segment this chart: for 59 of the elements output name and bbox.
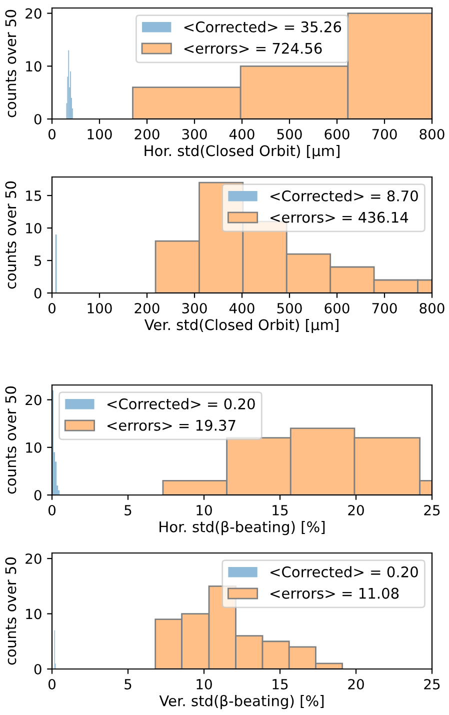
- y-tick-label: 0: [34, 288, 42, 298]
- x-tick-label: 500: [277, 302, 302, 314]
- x-axis-title: Hor. std(β-beating) [%]: [160, 520, 325, 536]
- x-axis-title: Ver. std(β-beating) [%]: [159, 694, 324, 710]
- x-tick-label: 700: [372, 302, 397, 314]
- x-tick-label: 300: [182, 128, 207, 140]
- y-tick-label: 20: [26, 8, 42, 19]
- x-axis-title: Ver. std(Closed Orbit) [μm]: [144, 318, 338, 334]
- x-tick-label: 300: [182, 302, 207, 314]
- x-tick-label: 0: [48, 128, 56, 140]
- legend-label: <errors> = 724.56: [184, 42, 322, 54]
- x-tick-label: 400: [229, 128, 254, 140]
- x-tick-label: 0: [48, 504, 56, 516]
- y-tick-label: 0: [34, 114, 42, 124]
- y-axis-title: counts over 50: [5, 10, 16, 118]
- x-tick-label: 5: [124, 505, 132, 516]
- x-tick-label: 100: [88, 128, 112, 140]
- legend-label: <Corrected> = 8.70: [270, 190, 418, 202]
- x-tick-label: 10: [196, 678, 212, 690]
- x-tick-label: 10: [196, 504, 212, 516]
- x-tick-label: 200: [134, 128, 160, 140]
- x-tick-label: 0: [48, 678, 56, 690]
- x-tick-label: 100: [88, 302, 112, 314]
- x-tick-label: 500: [277, 128, 302, 140]
- legend-label: <errors> = 11.08: [270, 588, 399, 599]
- x-tick-label: 800: [420, 302, 444, 314]
- x-tick-label: 0: [48, 302, 56, 314]
- x-tick-label: 25: [424, 678, 440, 690]
- y-tick-label: 10: [26, 222, 42, 234]
- legend-label: <Corrected> = 0.20: [108, 398, 255, 410]
- x-tick-label: 5: [124, 679, 132, 690]
- x-tick-label: 15: [272, 679, 288, 690]
- legend-label: <errors> = 436.14: [270, 212, 408, 223]
- y-tick-label: 0: [34, 490, 42, 500]
- x-axis-title: Hor. std(Closed Orbit) [μm]: [144, 144, 340, 160]
- y-axis-title: counts over 50: [5, 386, 16, 494]
- x-tick-label: 20: [348, 504, 364, 516]
- x-tick-label: 600: [324, 302, 350, 314]
- y-axis-title: counts over 50: [5, 557, 16, 665]
- x-tick-label: 400: [229, 302, 254, 314]
- y-tick-label: 0: [34, 664, 42, 674]
- legend-label: <Corrected> = 35.26: [184, 21, 342, 32]
- y-tick-label: 15: [26, 190, 42, 201]
- y-axis-title: counts over 50: [5, 181, 16, 289]
- y-tick-label: 20: [26, 553, 42, 564]
- x-tick-label: 600: [324, 128, 350, 140]
- legend-label: <errors> = 19.37: [108, 420, 236, 431]
- x-tick-label: 800: [420, 128, 444, 140]
- x-tick-label: 25: [424, 504, 440, 516]
- y-tick-label: 5: [34, 256, 42, 266]
- y-tick-label: 10: [26, 608, 42, 620]
- x-tick-label: 20: [348, 678, 364, 690]
- legend-label: <Corrected> = 0.20: [270, 566, 418, 578]
- y-tick-label: 10: [26, 61, 42, 72]
- y-tick-label: 10: [26, 442, 42, 453]
- y-tick-label: 20: [26, 394, 42, 406]
- x-tick-label: 200: [134, 302, 160, 314]
- x-tick-label: 15: [272, 505, 288, 516]
- x-tick-label: 700: [372, 128, 397, 140]
